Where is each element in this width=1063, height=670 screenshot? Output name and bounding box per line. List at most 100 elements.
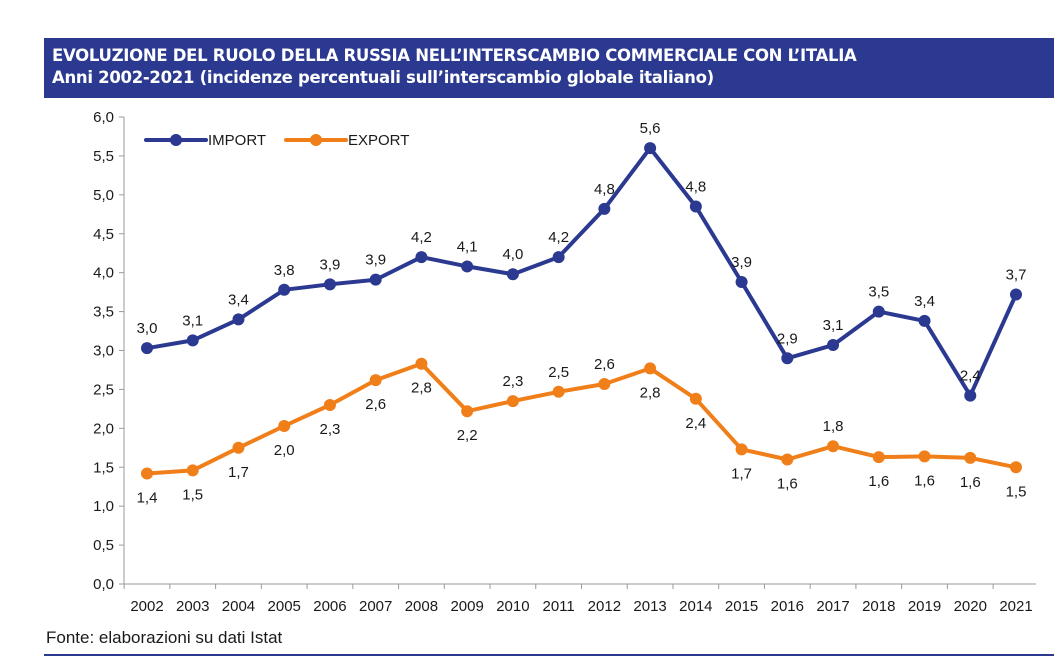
export-data-point: [598, 377, 611, 390]
export-data-label: 1,6: [777, 475, 798, 492]
export-data-label: 1,8: [823, 418, 844, 435]
export-data-point: [369, 374, 382, 387]
y-tick-label: 4,5: [93, 226, 114, 243]
source-note: Fonte: elaborazioni su dati Istat: [46, 628, 283, 647]
import-data-point: [781, 352, 794, 365]
export-data-point: [552, 385, 565, 398]
export-data-point: [689, 392, 702, 405]
export-data-point: [323, 398, 336, 411]
import-data-point: [506, 268, 519, 281]
export-data-label: 2,8: [640, 384, 661, 401]
import-legend-label: IMPORT: [208, 132, 266, 149]
export-data-point: [918, 450, 931, 463]
import-data-label: 4,2: [548, 229, 569, 246]
export-data-point: [232, 441, 245, 454]
import-data-point: [415, 251, 428, 264]
export-data-label: 1,4: [137, 489, 158, 506]
y-tick-label: 5,5: [93, 148, 114, 165]
import-data-point: [552, 251, 565, 264]
import-data-point: [1010, 288, 1022, 301]
export-data-label: 1,6: [960, 474, 981, 491]
export-data-point: [506, 395, 519, 408]
export-data-point: [461, 405, 474, 418]
export-data-label: 2,2: [457, 427, 478, 444]
legend: IMPORT EXPORT: [144, 132, 409, 149]
x-tick-label: 2015: [725, 598, 758, 615]
export-data-label: 2,0: [274, 442, 295, 459]
x-tick-label: 2006: [313, 598, 346, 615]
x-tick-label: 2007: [359, 598, 392, 615]
x-tick-label: 2016: [771, 598, 804, 615]
import-data-label: 3,4: [228, 291, 249, 308]
import-data-label: 3,9: [731, 254, 752, 271]
import-data-label: 2,4: [960, 368, 981, 385]
import-data-label: 4,1: [457, 238, 478, 255]
x-tick-label: 2017: [816, 598, 849, 615]
export-legend-label: EXPORT: [348, 132, 409, 149]
export-legend-marker: [310, 134, 322, 146]
export-data-label: 1,7: [228, 464, 249, 481]
import-data-label: 3,0: [137, 320, 158, 337]
import-data-label: 4,2: [411, 229, 432, 246]
y-tick-label: 2,0: [93, 420, 114, 437]
export-data-label: 2,3: [320, 421, 341, 438]
y-tick-label: 0,5: [93, 537, 114, 554]
import-data-point: [369, 273, 382, 286]
import-data-label: 3,1: [182, 312, 203, 329]
import-data-label: 2,9: [777, 330, 798, 347]
x-tick-label: 2010: [496, 598, 529, 615]
import-data-label: 3,7: [1006, 266, 1027, 283]
bottom-rule: [44, 654, 1054, 656]
export-data-point: [141, 467, 153, 480]
x-tick-label: 2021: [999, 598, 1032, 615]
export-data-point: [415, 357, 428, 370]
y-tick-label: 2,5: [93, 381, 114, 398]
import-series-line: [145, 146, 1018, 398]
data-labels: 3,0 3,1 3,4 3,8 3,9 3,9 4,2 4,1 4,0 4,2 4,8 5,6 4,8 3…: [137, 120, 1027, 506]
x-tick-label: 2009: [450, 598, 483, 615]
x-tick-label: 2004: [222, 598, 255, 615]
import-data-point: [689, 200, 702, 213]
export-data-point: [964, 451, 977, 464]
y-tick-label: 3,0: [93, 343, 114, 360]
x-tick-label: 2003: [176, 598, 209, 615]
x-tick-label: 2002: [130, 598, 163, 615]
import-data-point: [918, 314, 931, 327]
x-tick-label: 2020: [954, 598, 987, 615]
import-data-label: 3,9: [320, 256, 341, 273]
import-data-label: 3,1: [823, 317, 844, 334]
y-tick-label: 4,0: [93, 265, 114, 282]
y-tick-label: 1,5: [93, 459, 114, 476]
export-series-line: [145, 361, 1018, 476]
import-data-point: [644, 142, 657, 155]
export-data-label: 2,6: [594, 356, 615, 373]
import-data-label: 3,9: [365, 252, 386, 269]
export-data-label: 1,6: [868, 473, 889, 490]
import-data-point: [141, 342, 153, 355]
import-data-point: [964, 389, 977, 402]
x-tick-label: 2014: [679, 598, 712, 615]
export-data-label: 2,8: [411, 380, 432, 397]
import-data-point: [186, 334, 199, 347]
x-tick-label: 2013: [633, 598, 666, 615]
import-data-label: 4,0: [502, 246, 523, 263]
import-data-point: [461, 260, 474, 273]
x-tick-label: 2008: [405, 598, 438, 615]
x-tick-label: 2018: [862, 598, 895, 615]
import-data-label: 3,5: [868, 284, 889, 301]
export-data-point: [1010, 461, 1022, 474]
y-tick-label: 3,5: [93, 304, 114, 321]
import-data-label: 3,4: [914, 293, 935, 310]
import-data-point: [735, 276, 748, 289]
export-data-point: [735, 443, 748, 456]
export-data-label: 1,5: [1006, 483, 1027, 500]
y-tick-label: 6,0: [93, 109, 114, 126]
import-data-label: 4,8: [685, 179, 706, 196]
y-tick-label: 0,0: [93, 576, 114, 593]
export-data-point: [827, 440, 840, 453]
import-data-label: 4,8: [594, 181, 615, 198]
export-data-label: 1,6: [914, 472, 935, 489]
x-tick-label: 2011: [542, 598, 574, 615]
